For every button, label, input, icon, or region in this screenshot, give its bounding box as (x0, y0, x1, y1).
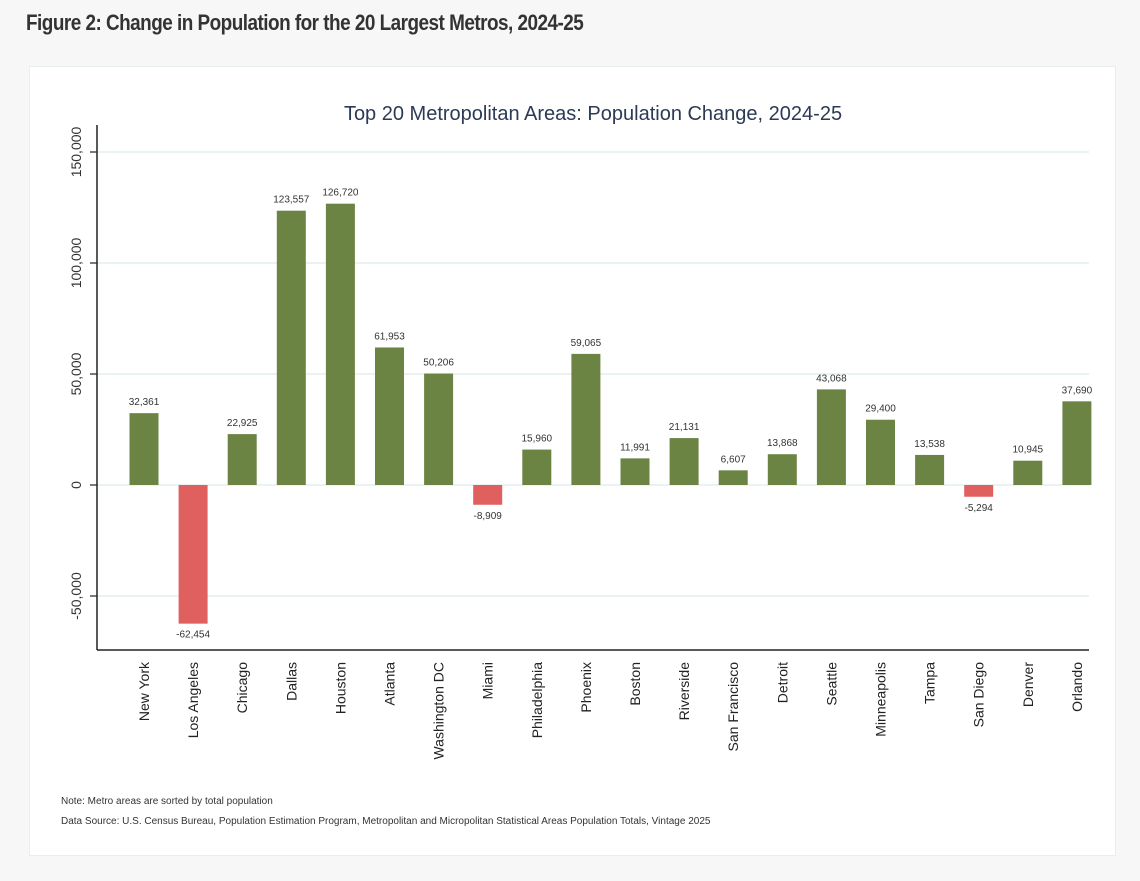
bar (767, 454, 797, 485)
x-tick-label: Seattle (823, 662, 839, 706)
bar (915, 454, 945, 485)
bar (375, 347, 404, 485)
x-tick-label: Phoenix (578, 662, 594, 713)
chart-title: Top 20 Metropolitan Areas: Population Ch… (344, 103, 842, 125)
data-source: Data Source: U.S. Census Bureau, Populat… (61, 816, 711, 827)
bar (964, 485, 994, 497)
x-tick-label: San Diego (971, 662, 987, 728)
data-label: 13,538 (914, 439, 945, 450)
data-label: 32,361 (129, 397, 160, 408)
data-label: 37,690 (1062, 385, 1093, 396)
data-label: 126,720 (322, 188, 359, 199)
bar (424, 373, 454, 485)
data-label: 10,945 (1013, 445, 1044, 456)
bar (571, 353, 601, 485)
bar (1013, 460, 1043, 485)
data-label: 61,953 (374, 331, 405, 342)
chart-note: Note: Metro areas are sorted by total po… (61, 796, 273, 807)
bar (620, 458, 650, 485)
data-label: 123,557 (273, 195, 310, 206)
bar (1062, 401, 1092, 485)
data-label: -5,294 (965, 503, 994, 514)
y-tick-label: 150,000 (68, 126, 84, 177)
x-tick-label: Riverside (676, 662, 692, 721)
bar (669, 438, 699, 485)
bar (473, 485, 503, 505)
data-label: 50,206 (423, 358, 454, 369)
bar (866, 419, 895, 485)
bar (816, 389, 846, 485)
data-label: 22,925 (227, 418, 258, 429)
x-tick-label: Minneapolis (873, 662, 889, 737)
x-tick-label: Philadelphia (529, 662, 545, 738)
x-tick-label: Houston (332, 662, 348, 714)
data-label: 43,068 (816, 373, 847, 384)
data-label: -62,454 (176, 630, 210, 641)
x-tick-label: Orlando (1069, 662, 1085, 712)
x-tick-label: Denver (1020, 662, 1036, 707)
data-label: 6,607 (721, 454, 746, 465)
bar (178, 485, 208, 624)
bar (276, 210, 306, 485)
x-tick-label: San Francisco (725, 662, 741, 752)
data-label: 29,400 (865, 404, 896, 415)
data-label: -8,909 (474, 511, 503, 522)
bar (718, 470, 748, 485)
x-tick-label: Chicago (234, 662, 250, 714)
x-tick-label: Detroit (774, 662, 790, 703)
data-label: 13,868 (767, 438, 798, 449)
x-tick-label: Atlanta (382, 662, 398, 706)
figure-title: Figure 2: Change in Population for the 2… (26, 10, 584, 35)
y-tick-label: 100,000 (68, 237, 84, 288)
x-tick-label: Los Angeles (185, 662, 201, 738)
data-label: 59,065 (571, 338, 602, 349)
y-tick-label: 0 (68, 481, 84, 489)
x-tick-label: Washington DC (431, 662, 447, 760)
y-tick-label: -50,000 (68, 572, 84, 620)
data-label: 15,960 (522, 434, 553, 445)
y-tick-label: 50,000 (68, 352, 84, 395)
x-tick-label: New York (136, 661, 152, 721)
x-tick-label: Miami (480, 662, 496, 699)
x-tick-label: Dallas (283, 662, 299, 701)
bar (227, 434, 257, 485)
data-label: 21,131 (669, 422, 700, 433)
data-label: 11,991 (620, 442, 650, 453)
bar (522, 449, 552, 485)
x-tick-label: Tampa (922, 662, 938, 704)
bar (129, 413, 159, 485)
x-tick-label: Boston (627, 662, 643, 706)
bar (325, 203, 355, 486)
